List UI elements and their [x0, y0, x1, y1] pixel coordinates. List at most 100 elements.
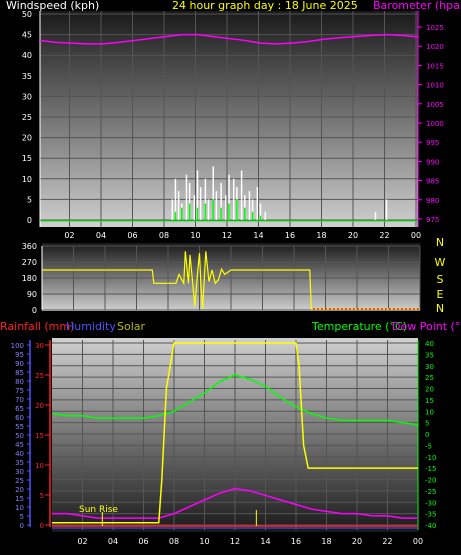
- temperature-tick-label: -20: [425, 477, 436, 485]
- solar-line: [52, 342, 418, 524]
- x-tick-label: 20: [352, 537, 362, 546]
- barometer-tick-label: 990: [426, 158, 439, 166]
- x-tick-label: 04: [96, 231, 106, 240]
- windspeed-axis-label: Windspeed (kph): [6, 0, 99, 12]
- barometer-tick-label: 980: [426, 197, 439, 205]
- barometer-tick-label: 975: [426, 216, 439, 224]
- compass-label: E: [437, 288, 444, 301]
- temperature-tick-label: 35: [425, 351, 434, 359]
- temperature-tick-label: 15: [425, 397, 434, 405]
- barometer-tick-label: 1025: [426, 24, 444, 32]
- humidity-tick-label: 80: [15, 378, 24, 386]
- x-tick-label: 14: [253, 231, 263, 240]
- barometer-line: [39, 33, 419, 45]
- humidity-tick-label: 75: [15, 387, 24, 395]
- y-tick-label: 50: [22, 10, 32, 19]
- dewpoint-axis-label: Dew Point (°C): [392, 320, 461, 333]
- temperature-tick-label: 25: [425, 374, 434, 382]
- barometer-tick-label: 1020: [426, 43, 444, 51]
- barometer-tick-label: 1010: [426, 82, 444, 90]
- barometer-tick-label: 995: [426, 139, 439, 147]
- solar-axis-label: Solar: [117, 320, 146, 333]
- barometer-tick-label: 985: [426, 178, 439, 186]
- humidity-axis-label: Humidity: [66, 320, 116, 333]
- wind-direction-line: [42, 251, 420, 310]
- humidity-tick-label: 45: [15, 441, 24, 449]
- humidity-tick-label: 5: [20, 513, 24, 521]
- x-tick-label: 16: [291, 537, 301, 546]
- compass-label: S: [437, 273, 444, 286]
- y-tick-label: 45: [22, 31, 32, 40]
- humidity-tick-label: 55: [15, 423, 24, 431]
- x-tick-label: 00: [413, 537, 423, 546]
- x-tick-label: 12: [230, 537, 240, 546]
- x-tick-label: 16: [285, 231, 295, 240]
- humidity-tick-label: 25: [15, 477, 24, 485]
- x-tick-label: 02: [77, 537, 87, 546]
- rain-tick-label: 0: [40, 522, 44, 530]
- x-tick-label: 10: [199, 537, 209, 546]
- humidity-tick-label: 65: [15, 405, 24, 413]
- humidity-tick-label: 20: [15, 486, 24, 494]
- humidity-tick-label: 70: [15, 396, 24, 404]
- humidity-tick-label: 10: [15, 504, 24, 512]
- temperature-line: [51, 374, 419, 426]
- y-tick-label: 0: [27, 216, 32, 225]
- x-tick-label: 12: [222, 231, 232, 240]
- compass-label: W: [435, 256, 446, 269]
- temperature-tick-label: -5: [425, 442, 432, 450]
- humidity-tick-label: 35: [15, 459, 24, 467]
- direction-tick-label: 360: [22, 242, 37, 251]
- x-tick-label: 08: [159, 231, 169, 240]
- x-tick-label: 00: [411, 231, 421, 240]
- temperature-tick-label: -25: [425, 488, 436, 496]
- temperature-tick-label: 30: [425, 363, 434, 371]
- x-tick-label: 10: [190, 231, 200, 240]
- rain-tick-label: 30: [35, 342, 44, 350]
- temperature-tick-label: 10: [425, 408, 434, 416]
- rainfall-axis-label: Rainfall (mm): [0, 320, 74, 333]
- compass-label: N: [436, 302, 444, 315]
- humidity-tick-label: 0: [20, 522, 24, 530]
- temperature-tick-label: 5: [425, 420, 429, 428]
- humidity-tick-label: 90: [15, 360, 24, 368]
- temperature-tick-label: 20: [425, 386, 434, 394]
- graph-title: 24 hour graph day : 18 June 2025: [172, 0, 358, 12]
- humidity-tick-label: 100: [11, 342, 24, 350]
- x-tick-label: 20: [348, 231, 358, 240]
- humidity-tick-label: 40: [15, 450, 24, 458]
- rain-tick-label: 5: [40, 492, 44, 500]
- x-tick-label: 22: [379, 231, 389, 240]
- temperature-axis-label: Temperature (°C): [311, 320, 407, 333]
- x-tick-label: 04: [108, 537, 118, 546]
- dewpoint-line: [52, 487, 418, 519]
- temperature-tick-label: -30: [425, 499, 436, 507]
- sun-rise-annotation: Sun Rise: [79, 505, 118, 515]
- x-tick-label: 18: [316, 231, 326, 240]
- direction-tick-label: 0: [32, 306, 37, 315]
- y-tick-label: 20: [22, 134, 32, 143]
- rain-tick-label: 15: [35, 432, 44, 440]
- temperature-tick-label: 0: [425, 431, 429, 439]
- y-tick-label: 25: [22, 113, 32, 122]
- temperature-tick-label: -35: [425, 511, 436, 519]
- direction-tick-label: 270: [22, 258, 37, 267]
- temperature-tick-label: -40: [425, 522, 436, 530]
- rain-tick-label: 10: [35, 462, 44, 470]
- temperature-tick-label: -10: [425, 454, 436, 462]
- temperature-tick-label: -15: [425, 465, 436, 473]
- rain-tick-label: 20: [35, 402, 44, 410]
- y-tick-label: 10: [22, 175, 32, 184]
- humidity-tick-label: 85: [15, 369, 24, 377]
- barometer-tick-label: 1000: [426, 120, 444, 128]
- compass-label: N: [436, 236, 444, 249]
- x-tick-label: 08: [169, 537, 179, 546]
- barometer-axis-label: Barometer (hpa): [373, 0, 461, 12]
- humidity-tick-label: 60: [15, 414, 24, 422]
- direction-tick-label: 90: [27, 290, 37, 299]
- x-tick-label: 06: [138, 537, 148, 546]
- x-tick-label: 14: [260, 537, 270, 546]
- x-tick-label: 06: [127, 231, 137, 240]
- temperature-tick-label: 40: [425, 340, 434, 348]
- barometer-tick-label: 1005: [426, 101, 444, 109]
